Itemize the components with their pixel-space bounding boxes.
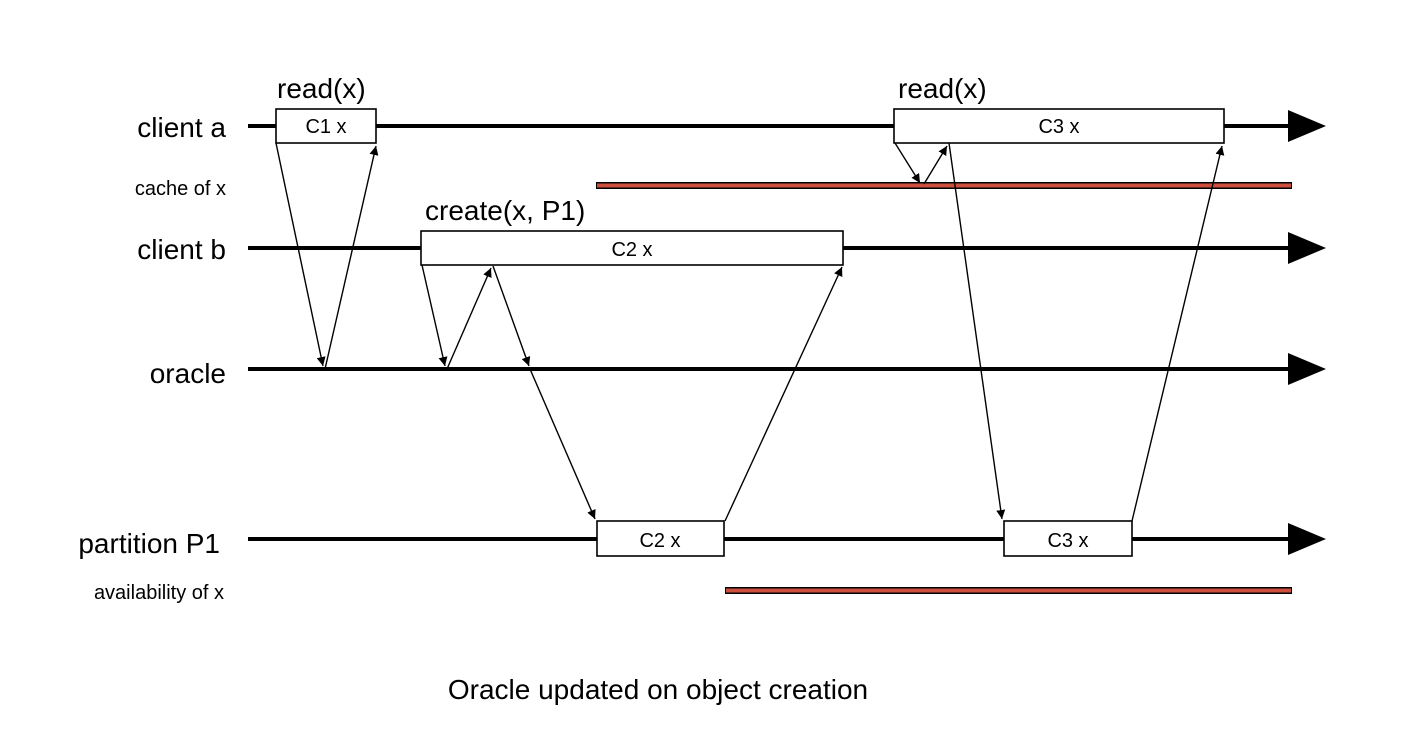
timeline-arrowhead — [1288, 353, 1326, 385]
activity-box-c1: C1 x — [275, 108, 377, 144]
box-label: C3 x — [1047, 530, 1088, 552]
activity-box-c2-partition: C2 x — [596, 520, 725, 557]
lane-label-oracle: oracle — [150, 358, 226, 389]
cache-of-x-bar — [596, 182, 1292, 189]
availability-of-x-label: availability of x — [94, 582, 224, 604]
box-label: C3 x — [1038, 116, 1079, 138]
lane-label-client-b: client b — [137, 234, 226, 265]
message-arrow — [923, 145, 948, 185]
box-label: C2 x — [639, 530, 680, 552]
messages — [275, 142, 1225, 522]
lane-label-partition-p1: partition P1 — [78, 528, 220, 559]
message-arrow — [446, 267, 492, 370]
message-arrow — [529, 368, 596, 520]
timeline-arrowhead — [1288, 232, 1326, 264]
message-arrow — [948, 142, 1006, 520]
message-arrow — [1131, 145, 1225, 522]
box-label: C2 x — [611, 239, 652, 261]
timeline-oracle — [248, 353, 1326, 385]
message-arrow — [894, 142, 921, 184]
activity-box-c3-partition: C3 x — [1003, 520, 1133, 557]
message-arrow — [492, 265, 531, 367]
create-operation-label: create(x, P1) — [425, 195, 585, 226]
message-arrow — [275, 142, 326, 367]
timeline-arrowhead — [1288, 523, 1326, 555]
read-operation-label-second: read(x) — [898, 73, 987, 104]
timeline-arrowhead — [1288, 110, 1326, 142]
message-arrow — [724, 266, 843, 522]
availability-of-x-bar — [725, 587, 1292, 594]
activity-box-c3-client-a: C3 x — [893, 108, 1225, 144]
read-operation-label: read(x) — [277, 73, 366, 104]
message-arrow — [324, 145, 379, 370]
message-arrow — [421, 264, 448, 367]
diagram-caption: Oracle updated on object creation — [448, 674, 868, 705]
timeline-partition-p1 — [248, 523, 1326, 555]
cache-of-x-label: cache of x — [135, 178, 226, 200]
activity-box-c2-client-b: C2 x — [420, 230, 844, 266]
lane-label-client-a: client a — [137, 112, 226, 143]
box-label: C1 x — [305, 116, 346, 138]
